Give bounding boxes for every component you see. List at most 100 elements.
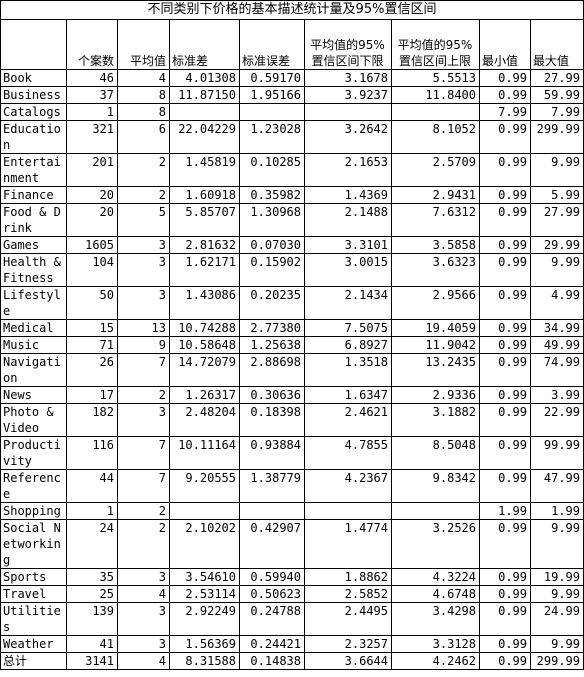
ci-high-cell	[391, 502, 480, 520]
ci-high-cell: 7.6312	[391, 203, 480, 237]
ci-low-cell: 3.0015	[304, 253, 392, 287]
table-row: Business 37 8 11.87150 1.95166 3.9237 11.8400 0…	[0, 86, 584, 104]
ci-high-cell: 8.5048	[391, 436, 480, 470]
sd-cell: 1.43086	[169, 286, 240, 320]
table-row: Weather 41 3 1.56369 0.24421 2.3257 3.3128 0.99…	[0, 635, 584, 653]
table-row: Photo & Video 182 3 2.48204 0.18398 2.4621 3.1…	[0, 403, 584, 437]
min-cell: 0.99	[479, 353, 531, 387]
se-cell: 0.20235	[239, 286, 305, 320]
sd-cell: 10.74288	[169, 319, 240, 337]
min-cell: 0.99	[479, 568, 531, 586]
table-row: Shopping 1 2 1.99 1.99	[0, 502, 584, 520]
max-cell: 9.99	[530, 635, 584, 653]
max-cell: 1.99	[530, 502, 584, 520]
count-cell: 3141	[66, 652, 118, 670]
min-cell: 0.99	[479, 69, 531, 87]
table-row: Food & Drink 20 5 5.85707 1.30968 2.1488 7.631…	[0, 203, 584, 237]
count-cell: 1	[66, 502, 118, 520]
min-cell: 0.99	[479, 585, 531, 603]
min-cell: 0.99	[479, 336, 531, 354]
se-cell: 0.24788	[239, 602, 305, 636]
se-cell: 2.88698	[239, 353, 305, 387]
table-row: Education 321 6 22.04229 1.23028 3.2642 8.1052…	[0, 120, 584, 154]
count-cell: 321	[66, 120, 118, 154]
count-cell: 1	[66, 103, 118, 121]
sd-cell: 10.58648	[169, 336, 240, 354]
category-cell: Finance	[0, 186, 67, 204]
table-row: Sports 35 3 3.54610 0.59940 1.8862 4.3224 0.99 1…	[0, 568, 584, 586]
sd-cell	[169, 502, 240, 520]
sd-cell: 4.01308	[169, 69, 240, 87]
ci-low-cell: 2.3257	[304, 635, 392, 653]
ci-high-cell: 11.8400	[391, 86, 480, 104]
mean-cell: 3	[117, 253, 170, 287]
header-row: 个案数 平均值 标准差 标准误差 平均值的95% 置信区间下限 平均值的95% …	[0, 19, 584, 70]
count-cell: 44	[66, 469, 118, 503]
ci-high-cell: 13.2435	[391, 353, 480, 387]
category-cell: Reference	[0, 469, 67, 503]
sd-cell	[169, 103, 240, 121]
ci-low-cell: 3.3101	[304, 236, 392, 254]
ci-low-cell: 2.4495	[304, 602, 392, 636]
category-cell: Food & Drink	[0, 203, 67, 237]
table-body: Book 46 4 4.01308 0.59170 3.1678 5.5513 0.99 27.…	[0, 69, 584, 670]
mean-cell: 7	[117, 436, 170, 470]
se-cell: 1.38779	[239, 469, 305, 503]
count-cell: 20	[66, 186, 118, 204]
ci-high-cell: 9.8342	[391, 469, 480, 503]
header-sd: 标准差	[169, 19, 240, 70]
table-row: Games 1605 3 2.81632 0.07030 3.3101 3.5858 0.99…	[0, 236, 584, 254]
category-cell: Catalogs	[0, 103, 67, 121]
se-cell: 0.14838	[239, 652, 305, 670]
ci-low-cell: 2.4621	[304, 403, 392, 437]
ci-high-cell: 3.5858	[391, 236, 480, 254]
category-cell: Business	[0, 86, 67, 104]
sd-cell: 1.26317	[169, 386, 240, 404]
se-cell	[239, 103, 305, 121]
mean-cell: 8	[117, 103, 170, 121]
ci-high-cell: 2.5709	[391, 153, 480, 187]
min-cell: 0.99	[479, 602, 531, 636]
mean-cell: 8	[117, 86, 170, 104]
mean-cell: 5	[117, 203, 170, 237]
category-cell: Travel	[0, 585, 67, 603]
table-row: Productivity 116 7 10.11164 0.93884 4.7855 8.5…	[0, 436, 584, 470]
header-count: 个案数	[66, 19, 118, 70]
category-cell: Social Networking	[0, 519, 67, 569]
ci-low-cell: 7.5075	[304, 319, 392, 337]
ci-low-cell: 4.7855	[304, 436, 392, 470]
max-cell: 19.99	[530, 568, 584, 586]
ci-high-cell: 11.9042	[391, 336, 480, 354]
ci-low-cell: 3.9237	[304, 86, 392, 104]
table-row: Entertainment 201 2 1.45819 0.10285 2.1653 2.5…	[0, 153, 584, 187]
count-cell: 201	[66, 153, 118, 187]
table-row: News 17 2 1.26317 0.30636 1.6347 2.9336 0.99 3.9…	[0, 386, 584, 404]
count-cell: 116	[66, 436, 118, 470]
mean-cell: 3	[117, 286, 170, 320]
sd-cell: 1.45819	[169, 153, 240, 187]
max-cell: 29.99	[530, 236, 584, 254]
table-title: 不同类别下价格的基本描述统计量及95%置信区间	[0, 0, 584, 20]
category-cell: Shopping	[0, 502, 67, 520]
sd-cell: 2.10202	[169, 519, 240, 569]
ci-high-cell: 3.6323	[391, 253, 480, 287]
max-cell: 74.99	[530, 353, 584, 387]
ci-high-cell: 8.1052	[391, 120, 480, 154]
min-cell: 0.99	[479, 186, 531, 204]
ci-high-cell: 4.2462	[391, 652, 480, 670]
se-cell: 2.77380	[239, 319, 305, 337]
mean-cell: 2	[117, 519, 170, 569]
sd-cell: 8.31588	[169, 652, 240, 670]
header-ci-low: 平均值的95% 置信区间下限	[304, 19, 392, 70]
sd-cell: 14.72079	[169, 353, 240, 387]
min-cell: 0.99	[479, 203, 531, 237]
ci-high-cell: 3.3128	[391, 635, 480, 653]
count-cell: 139	[66, 602, 118, 636]
category-cell: Lifestyle	[0, 286, 67, 320]
table-row: 总计 3141 4 8.31588 0.14838 3.6644 4.2462 0.99 299…	[0, 652, 584, 670]
category-cell: Navigation	[0, 353, 67, 387]
category-cell: Education	[0, 120, 67, 154]
max-cell: 4.99	[530, 286, 584, 320]
sd-cell: 3.54610	[169, 568, 240, 586]
max-cell: 9.99	[530, 253, 584, 287]
